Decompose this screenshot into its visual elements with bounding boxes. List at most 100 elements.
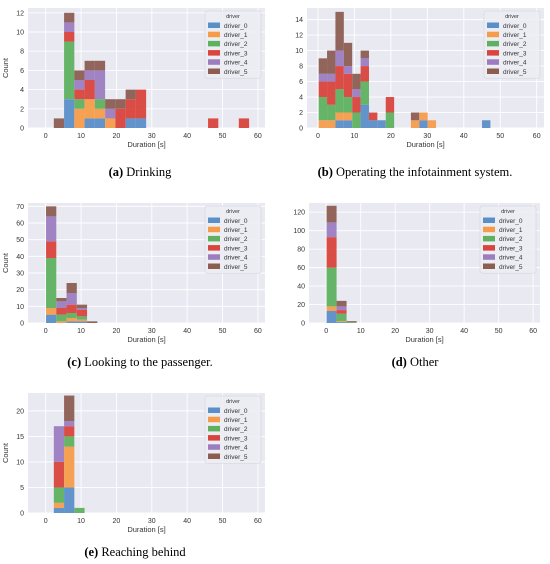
- caption-a: (a) Drinking: [85, 165, 195, 180]
- y-tick-label: 4: [20, 87, 24, 94]
- bar-segment-driver_5: [343, 42, 353, 67]
- bar-segment-driver_4: [327, 73, 336, 82]
- bar-segment-driver_0: [64, 99, 75, 128]
- bar-segment-driver_2: [53, 487, 65, 503]
- legend-label-driver_1: driver_1: [503, 32, 527, 39]
- bar-segment-driver_2: [64, 436, 75, 447]
- x-axis-label: Duration [s]: [405, 335, 443, 344]
- y-tick-label: 2: [299, 110, 303, 117]
- bar-segment-driver_5: [94, 60, 106, 71]
- bar-segment-driver_5: [46, 206, 57, 217]
- bar-segment-driver_2: [346, 322, 357, 323]
- bar-segment-driver_3: [76, 309, 88, 317]
- x-tick-label: 0: [44, 518, 48, 525]
- x-tick-label: 50: [219, 133, 227, 140]
- y-tick-label: 60: [297, 265, 305, 272]
- y-tick-label: 15: [16, 434, 24, 441]
- x-tick-label: 40: [183, 328, 191, 335]
- legend-swatch-driver_3: [208, 435, 220, 441]
- legend-title: driver: [501, 209, 515, 215]
- bar-segment-driver_3: [343, 73, 353, 98]
- legend-label-driver_2: driver_2: [224, 426, 248, 433]
- y-tick-label: 10: [16, 459, 24, 466]
- y-axis-label: Count: [1, 252, 10, 273]
- bar-segment-driver_0: [335, 120, 344, 128]
- bar-segment-driver_4: [105, 108, 116, 119]
- x-axis-label: Duration [s]: [127, 335, 165, 344]
- bar-segment-driver_2: [343, 97, 353, 113]
- bar-segment-driver_5: [326, 205, 337, 223]
- x-tick-label: 60: [529, 328, 537, 335]
- bar-segment-driver_3: [125, 99, 136, 119]
- x-tick-label: 0: [324, 328, 328, 335]
- y-tick-label: 0: [20, 321, 24, 328]
- bar-segment-driver_0: [368, 120, 378, 128]
- bar-segment-driver_5: [66, 283, 77, 293]
- bar-segment-driver_2: [385, 112, 395, 128]
- bar-segment-driver_1: [84, 99, 95, 119]
- bar-segment-driver_4: [335, 50, 344, 67]
- y-tick-label: 20: [16, 287, 24, 294]
- bar-segment-driver_4: [326, 222, 337, 238]
- bar-segment-driver_2: [327, 104, 336, 121]
- x-tick-label: 50: [219, 328, 227, 335]
- bar-segment-driver_3: [64, 426, 75, 437]
- bar-segment-driver_4: [53, 426, 65, 462]
- bar-segment-driver_3: [327, 81, 336, 105]
- bar-segment-driver_2: [326, 267, 337, 307]
- legend-label-driver_2: driver_2: [503, 41, 527, 48]
- bar-segment-driver_3: [238, 118, 250, 128]
- caption-d: (d) Other: [370, 355, 460, 370]
- bar-segment-driver_4: [76, 308, 88, 310]
- bar-segment-driver_4: [84, 70, 95, 80]
- x-axis-label: Duration [s]: [127, 140, 165, 149]
- y-tick-label: 12: [295, 33, 303, 40]
- x-tick-label: 30: [426, 328, 434, 335]
- x-axis-label: Duration [s]: [406, 140, 444, 149]
- bar-segment-driver_3: [115, 108, 126, 128]
- bar-segment-driver_5: [410, 112, 420, 121]
- bar-segment-driver_5: [352, 73, 361, 90]
- y-tick-label: 20: [297, 302, 305, 309]
- legend-label-driver_3: driver_3: [503, 50, 527, 57]
- bar-segment-driver_5: [64, 12, 75, 23]
- legend-swatch-driver_0: [208, 217, 220, 223]
- legend-swatch-driver_3: [208, 50, 220, 56]
- legend-swatch-driver_5: [208, 263, 220, 269]
- bar-segment-driver_1: [64, 446, 75, 488]
- y-tick-label: 40: [16, 254, 24, 261]
- bar-segment-driver_2: [74, 99, 85, 109]
- bar-segment-driver_0: [360, 104, 369, 128]
- x-tick-label: 0: [44, 133, 48, 140]
- bar-segment-driver_5: [74, 70, 85, 80]
- x-tick-label: 10: [77, 133, 85, 140]
- y-tick-label: 6: [20, 68, 24, 75]
- x-tick-label: 30: [148, 518, 156, 525]
- bar-segment-driver_2: [352, 112, 361, 128]
- bar-segment-driver_1: [318, 120, 328, 128]
- legend-label-driver_2: driver_2: [224, 41, 248, 48]
- caption-a-text: Drinking: [123, 165, 172, 179]
- x-tick-label: 20: [113, 328, 121, 335]
- legend-label-driver_3: driver_3: [224, 245, 248, 252]
- bar-segment-driver_2: [360, 81, 369, 105]
- legend-label-driver_1: driver_1: [224, 417, 248, 424]
- y-tick-label: 0: [20, 126, 24, 133]
- y-tick-label: 120: [293, 210, 305, 217]
- bar-segment-driver_1: [76, 319, 88, 322]
- y-tick-label: 12: [16, 10, 24, 17]
- legend-swatch-driver_0: [487, 22, 499, 28]
- bar-segment-driver_1: [327, 120, 336, 128]
- caption-c-text: Looking to the passenger.: [81, 355, 213, 369]
- legend-swatch-driver_1: [487, 31, 499, 38]
- legend-swatch-driver_1: [208, 416, 220, 423]
- chart-panel-a: 0 10 20 30 40 50 60 0 2 4 6 8 10 12 Duration [s] Count d…: [0, 0, 275, 150]
- x-tick-label: 10: [351, 133, 359, 140]
- caption-c-label: (c): [67, 355, 82, 369]
- bar-segment-driver_2: [66, 313, 77, 318]
- legend-label-driver_3: driver_3: [224, 50, 248, 57]
- legend-swatch-driver_5: [483, 263, 495, 269]
- y-tick-label: 10: [16, 304, 24, 311]
- chart-b: 0 10 20 30 40 50 60 0 2 4 6 8 10 12 14 Duration [s] driv…: [295, 8, 544, 149]
- bar-segment-driver_1: [105, 118, 116, 128]
